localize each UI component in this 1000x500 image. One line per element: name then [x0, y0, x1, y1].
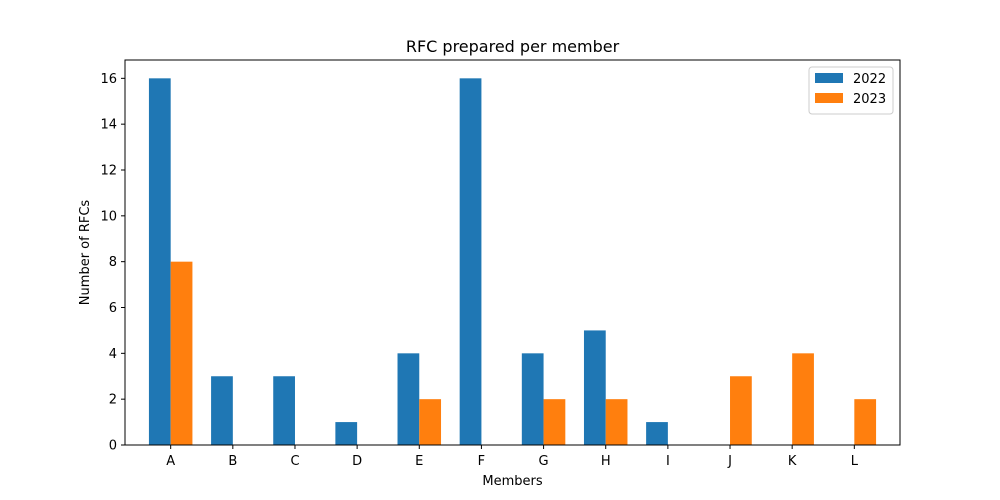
y-tick-label: 14	[100, 118, 117, 133]
legend-swatch-2023	[815, 93, 843, 103]
bar-2023-J	[730, 376, 752, 445]
bar-2023-E	[419, 399, 442, 445]
y-tick-label: 16	[100, 72, 117, 87]
y-tick-label: 12	[100, 164, 117, 179]
bar-2022-C	[273, 376, 295, 445]
bar-2023-K	[792, 353, 814, 445]
bar-2023-A	[170, 261, 193, 445]
x-tick-label: C	[290, 454, 299, 469]
bar-2022-E	[397, 353, 420, 445]
x-tick-label: H	[601, 454, 611, 469]
x-tick-label: I	[666, 454, 670, 469]
y-axis-label: Number of RFCs	[78, 200, 93, 306]
bar-2022-H	[583, 330, 606, 445]
axes-group: A B C D E F G H I J K L 0 2 4 6 8 10 12 14 16	[100, 59, 901, 469]
x-tick-label: L	[851, 454, 859, 469]
y-tick-label: 0	[109, 439, 117, 454]
x-tick-label: F	[478, 454, 485, 469]
y-tick-label: 6	[109, 301, 117, 316]
x-tick-label: B	[228, 454, 237, 469]
x-tick-label: G	[539, 454, 549, 469]
bar-2023-L	[854, 399, 877, 445]
legend-label-2022: 2022	[853, 72, 886, 87]
bar-2022-A	[148, 78, 171, 445]
y-tick-label: 10	[100, 209, 117, 224]
x-tick-label: K	[788, 454, 797, 469]
bar-2023-H	[605, 399, 628, 445]
legend-label-2023: 2023	[853, 92, 886, 107]
y-tick-label: 8	[109, 255, 117, 270]
bar-2022-B	[211, 376, 233, 445]
x-tick-label: A	[166, 454, 175, 469]
y-tick-label: 4	[109, 347, 117, 362]
chart-title: RFC prepared per member	[406, 37, 620, 56]
x-tick-label: E	[415, 454, 423, 469]
x-axis-label: Members	[482, 474, 542, 489]
bars-group	[148, 78, 877, 445]
x-tick-label: D	[352, 454, 362, 469]
bar-2022-I	[646, 422, 668, 445]
legend-swatch-2022	[815, 73, 843, 83]
y-tick-label: 2	[109, 393, 117, 408]
bar-2022-D	[335, 422, 358, 445]
bar-2023-G	[543, 399, 566, 445]
legend: 2022 2023	[808, 66, 894, 115]
plot-frame	[124, 59, 901, 446]
bar-2022-F	[459, 78, 482, 445]
bar-2022-G	[521, 353, 544, 445]
x-tick-label: J	[727, 454, 732, 469]
